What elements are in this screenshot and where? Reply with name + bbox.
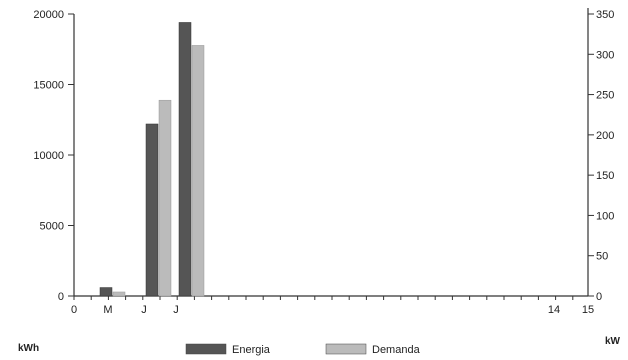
chart-axes: 0500010000150002000005010015020025030035… xyxy=(18,8,621,354)
left-y-tick-label: 5000 xyxy=(40,221,64,233)
left-y-tick-label: 20000 xyxy=(33,9,64,21)
right-axis-unit-label: kW xyxy=(605,336,621,347)
x-tick-label: 15 xyxy=(582,304,594,316)
chart-bars xyxy=(99,22,205,297)
legend-label-energia: Energia xyxy=(232,344,271,356)
right-y-tick-label: 0 xyxy=(596,291,602,303)
bar-energia-1 xyxy=(99,287,113,297)
left-y-tick-label: 0 xyxy=(58,291,64,303)
left-axis-unit-label: kWh xyxy=(18,343,39,354)
right-y-tick-label: 350 xyxy=(596,9,614,21)
x-tick-label: M xyxy=(103,304,112,316)
right-y-tick-label: 300 xyxy=(596,49,614,61)
x-tick-label: 14 xyxy=(548,304,560,316)
right-y-tick-label: 100 xyxy=(596,210,614,222)
chart-legend: Energia Demanda xyxy=(185,343,421,356)
left-y-tick-label: 10000 xyxy=(33,150,64,162)
bar-demanda-2 xyxy=(158,99,172,297)
legend-swatch-demanda xyxy=(325,343,367,355)
bar-energia-2 xyxy=(145,123,159,297)
left-y-tick-label: 15000 xyxy=(33,80,64,92)
legend-label-demanda: Demanda xyxy=(372,344,421,356)
right-y-tick-label: 200 xyxy=(596,130,614,142)
x-tick-label: J xyxy=(141,304,147,316)
x-tick-label: 0 xyxy=(71,304,77,316)
right-y-tick-label: 150 xyxy=(596,170,614,182)
bar-demanda-3 xyxy=(191,45,205,297)
legend-swatch-energia xyxy=(185,343,227,355)
right-y-tick-label: 250 xyxy=(596,90,614,102)
bar-energia-3 xyxy=(178,22,192,297)
bar-demanda-1 xyxy=(112,291,126,297)
right-y-tick-label: 50 xyxy=(596,251,608,263)
x-tick-label: J xyxy=(173,304,179,316)
